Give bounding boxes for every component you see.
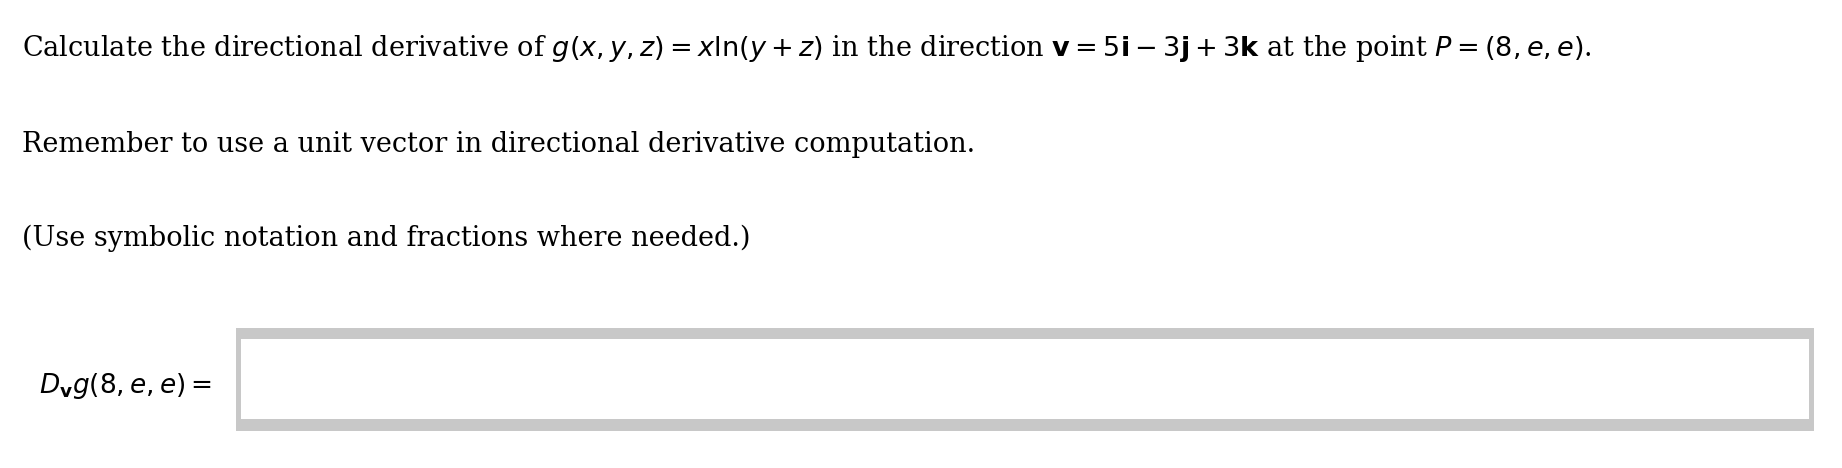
Text: (Use symbolic notation and fractions where needed.): (Use symbolic notation and fractions whe… <box>22 225 750 252</box>
Text: $D_{\mathbf{v}}g(8, e, e) = $: $D_{\mathbf{v}}g(8, e, e) = $ <box>39 371 212 401</box>
Bar <box>241 339 1809 419</box>
Bar <box>236 328 1814 431</box>
Text: Remember to use a unit vector in directional derivative computation.: Remember to use a unit vector in directi… <box>22 131 974 158</box>
Text: Calculate the directional derivative of $g(x, y, z) = x\ln(y + z)$ in the direct: Calculate the directional derivative of … <box>22 33 1591 64</box>
